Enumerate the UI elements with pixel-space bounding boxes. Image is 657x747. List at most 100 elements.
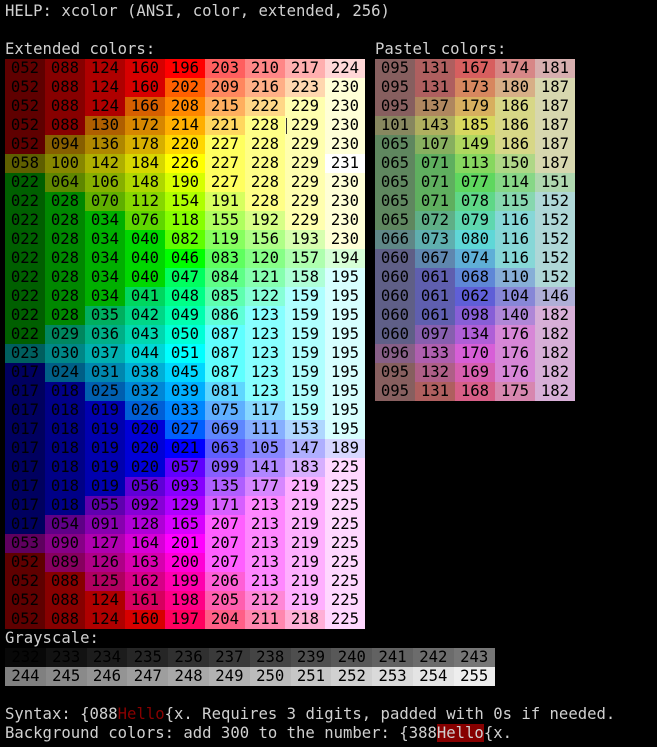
color-row: 022 029 036 043 050 087 123 159 195: [5, 325, 365, 344]
color-swatch: 050: [165, 325, 205, 344]
color-swatch: 106: [85, 173, 125, 192]
color-swatch: 036: [85, 325, 125, 344]
color-swatch: 046: [165, 249, 205, 268]
syntax-prefix: Syntax: {088: [5, 705, 118, 723]
color-swatch: 052: [5, 135, 45, 154]
color-swatch: 219: [285, 534, 325, 553]
color-swatch: 121: [245, 268, 285, 287]
color-swatch: 057: [165, 458, 205, 477]
color-row: 065 071 077 114 151: [375, 173, 575, 192]
color-swatch: 058: [5, 154, 45, 173]
color-swatch: 240: [331, 648, 373, 667]
color-swatch: 212: [245, 591, 285, 610]
color-swatch: 195: [325, 306, 365, 325]
color-swatch: 065: [375, 192, 415, 211]
color-swatch: 052: [5, 78, 45, 97]
color-swatch: 034: [85, 230, 125, 249]
color-swatch: 061: [415, 287, 455, 306]
color-swatch: 025: [85, 382, 125, 401]
color-swatch: 219: [285, 553, 325, 572]
color-swatch: 034: [85, 268, 125, 287]
color-swatch: 022: [5, 306, 45, 325]
extended-colors-label: Extended colors:: [5, 40, 156, 58]
color-swatch: 223: [285, 78, 325, 97]
color-swatch: 018: [45, 420, 85, 439]
color-swatch: 241: [372, 648, 413, 667]
color-swatch: 229: [285, 116, 325, 135]
color-swatch: 185: [455, 116, 495, 135]
color-row: 095 131 167 174 181: [375, 59, 575, 78]
color-swatch: 088: [45, 591, 85, 610]
color-swatch: 192: [245, 211, 285, 230]
color-swatch: 022: [5, 287, 45, 306]
color-swatch: 131: [415, 382, 455, 401]
color-row: 017 054 091 128 165 207 213 219 225: [5, 515, 365, 534]
color-swatch: 074: [455, 249, 495, 268]
color-swatch: 078: [455, 192, 495, 211]
color-swatch: 182: [535, 306, 575, 325]
color-swatch: 160: [125, 610, 165, 629]
color-swatch: 182: [535, 382, 575, 401]
color-swatch: 104: [495, 287, 535, 306]
color-swatch: 032: [125, 382, 165, 401]
background-example: Hello: [436, 724, 484, 742]
color-swatch: 208: [165, 97, 205, 116]
color-swatch: 158: [285, 268, 325, 287]
color-swatch: 116: [495, 249, 535, 268]
color-swatch: 049: [165, 306, 205, 325]
color-row: 052 088 124 166 208 215 222 229 230: [5, 97, 365, 116]
color-swatch: 207: [205, 534, 245, 553]
color-swatch: 135: [205, 477, 245, 496]
color-swatch: 159: [285, 382, 325, 401]
color-swatch: 022: [5, 192, 45, 211]
color-swatch: 225: [325, 572, 365, 591]
color-swatch: 225: [325, 477, 365, 496]
color-swatch: 195: [325, 420, 365, 439]
color-swatch: 155: [205, 211, 245, 230]
color-swatch: 128: [125, 515, 165, 534]
color-row: 052 094 136 178 220 227 228 229 230: [5, 135, 365, 154]
color-swatch: 056: [125, 477, 165, 496]
color-row: 017 018 019 026 033 075 117 159 195: [5, 401, 365, 420]
color-swatch: 228: [245, 173, 285, 192]
color-swatch: 040: [125, 249, 165, 268]
color-swatch: 034: [85, 211, 125, 230]
color-swatch: 028: [45, 192, 85, 211]
color-row: 052 088 130 172 214 221 228 229 230: [5, 116, 365, 135]
color-swatch: 234: [86, 648, 128, 667]
color-swatch: 254: [412, 667, 454, 686]
color-swatch: 163: [125, 553, 165, 572]
color-swatch: 018: [45, 496, 85, 515]
color-row: 017 018 055 092 129 171 213 219 225: [5, 496, 365, 515]
color-swatch: 094: [45, 135, 85, 154]
color-row: 017 018 025 032 039 081 123 159 195: [5, 382, 365, 401]
color-swatch: 068: [455, 268, 495, 287]
color-swatch: 060: [375, 287, 415, 306]
color-swatch: 230: [325, 78, 365, 97]
color-row: 022 028 034 040 047 084 121 158 195: [5, 268, 365, 287]
color-swatch: 033: [165, 401, 205, 420]
color-row: 095 137 179 186 187: [375, 97, 575, 116]
color-swatch: 088: [45, 610, 85, 629]
color-swatch: 021: [165, 439, 205, 458]
color-swatch: 225: [325, 553, 365, 572]
color-swatch: 131: [415, 59, 455, 78]
syntax-line: Syntax: {088Hello{x. Requires 3 digits, …: [5, 705, 615, 724]
color-swatch: 227: [205, 154, 245, 173]
color-swatch: 225: [325, 534, 365, 553]
color-swatch: 173: [455, 78, 495, 97]
color-swatch: 238: [249, 648, 291, 667]
color-swatch: 123: [245, 325, 285, 344]
color-swatch: 061: [415, 306, 455, 325]
color-swatch: 230: [325, 192, 365, 211]
color-swatch: 152: [535, 268, 575, 287]
color-swatch: 245: [45, 667, 87, 686]
color-swatch: 213: [245, 496, 285, 515]
color-swatch: 227: [205, 135, 245, 154]
color-swatch: 123: [245, 306, 285, 325]
color-swatch: 225: [325, 496, 365, 515]
color-swatch: 152: [535, 230, 575, 249]
color-swatch: 052: [5, 610, 45, 629]
color-swatch: 075: [205, 401, 245, 420]
color-swatch: 115: [495, 192, 535, 211]
